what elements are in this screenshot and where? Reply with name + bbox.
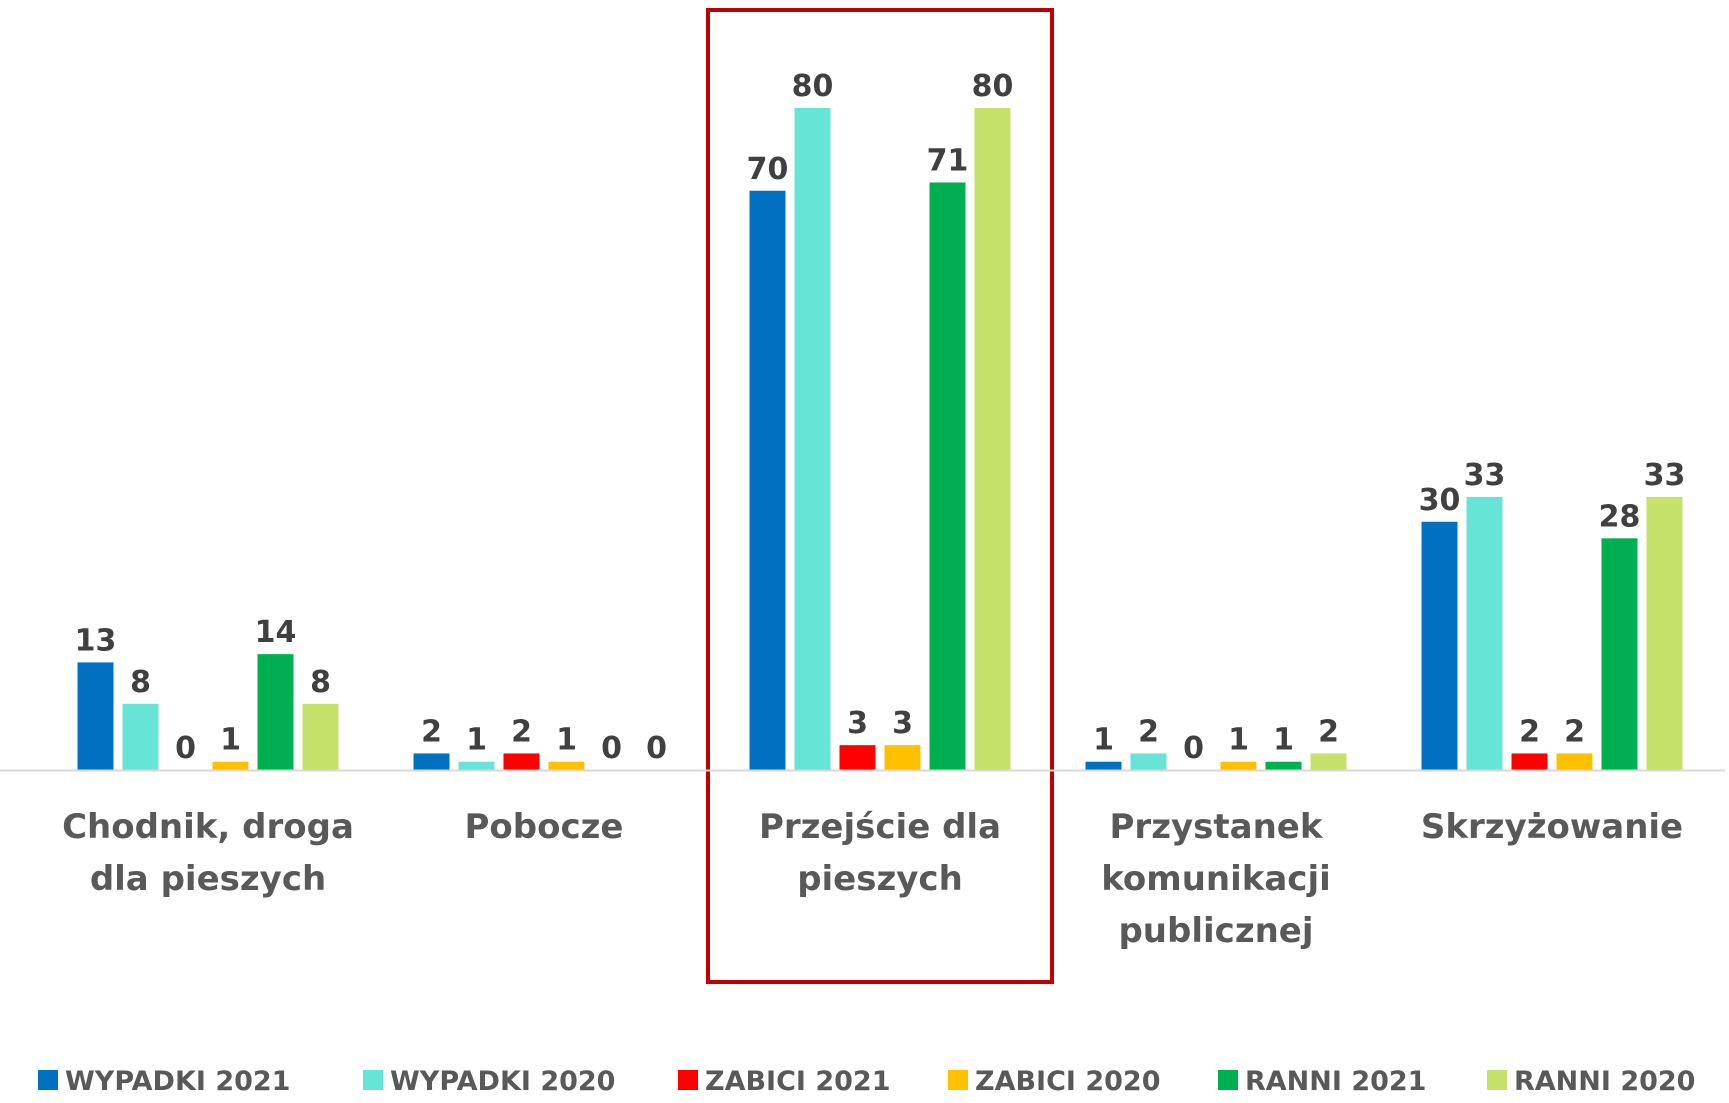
bar — [503, 753, 540, 770]
data-label: 28 — [1599, 499, 1641, 534]
bar — [413, 753, 450, 770]
legend-label: WYPADKI 2020 — [390, 1066, 615, 1097]
data-label: 0 — [1183, 731, 1204, 766]
data-label: 0 — [601, 731, 622, 766]
data-label: 13 — [75, 623, 117, 658]
bar — [1511, 753, 1548, 770]
legend-label: ZABICI 2020 — [975, 1066, 1161, 1097]
category-label: Chodnik, droga dla pieszych — [62, 807, 354, 899]
data-label: 0 — [175, 731, 196, 766]
bar — [1265, 761, 1302, 770]
data-label: 8 — [310, 665, 331, 700]
data-label: 1 — [1228, 723, 1249, 758]
bar — [548, 761, 585, 770]
data-label: 80 — [972, 69, 1014, 104]
data-label: 1 — [466, 723, 487, 758]
legend-item: ZABICI 2021 — [678, 1066, 891, 1097]
legend-swatch — [948, 1070, 968, 1090]
legend-swatch — [363, 1070, 383, 1090]
category-label: Skrzyżowanie — [1421, 807, 1683, 847]
data-label: 2 — [1519, 714, 1540, 749]
bar — [884, 745, 921, 770]
data-label: 2 — [511, 714, 532, 749]
bar — [1085, 761, 1122, 770]
data-label: 1 — [556, 723, 577, 758]
legend-label: WYPADKI 2021 — [65, 1066, 290, 1097]
data-label: 2 — [1564, 714, 1585, 749]
bar — [302, 703, 339, 770]
legend-swatch — [1218, 1070, 1238, 1090]
legend-swatch — [678, 1070, 698, 1090]
data-label: 2 — [1138, 714, 1159, 749]
category-label: Przejście dla pieszych — [759, 807, 1001, 899]
bar — [974, 108, 1011, 770]
legend-label: ZABICI 2021 — [705, 1066, 891, 1097]
data-label: 14 — [255, 615, 297, 650]
data-label: 1 — [1093, 723, 1114, 758]
bar — [839, 745, 876, 770]
data-label: 1 — [220, 723, 241, 758]
bar — [749, 190, 786, 770]
bar — [1646, 496, 1683, 770]
data-label: 2 — [421, 714, 442, 749]
bar — [458, 761, 495, 770]
category-label: Przystanek komunikacji publicznej — [1101, 807, 1331, 951]
data-label: 80 — [792, 69, 834, 104]
data-label: 0 — [646, 731, 667, 766]
data-label: 3 — [847, 706, 868, 741]
data-label: 33 — [1644, 458, 1686, 493]
legend-swatch — [38, 1070, 58, 1090]
bar — [1310, 753, 1347, 770]
category-label: Pobocze — [465, 807, 624, 847]
highlight-box — [706, 8, 1054, 984]
bar — [1421, 521, 1458, 770]
legend-item: ZABICI 2020 — [948, 1066, 1161, 1097]
legend-item: WYPADKI 2021 — [38, 1066, 290, 1097]
bar — [794, 108, 831, 770]
bar — [77, 662, 114, 770]
bar — [1601, 538, 1638, 770]
legend-item: RANNI 2021 — [1218, 1066, 1426, 1097]
legend-label: RANNI 2021 — [1245, 1066, 1426, 1097]
legend-item: RANNI 2020 — [1487, 1066, 1695, 1097]
bar — [212, 761, 249, 770]
bar — [1466, 496, 1503, 770]
bar — [929, 182, 966, 771]
data-label: 30 — [1419, 483, 1461, 518]
data-label: 33 — [1464, 458, 1506, 493]
bar — [1220, 761, 1257, 770]
legend-label: RANNI 2020 — [1514, 1066, 1695, 1097]
bar — [1130, 753, 1167, 770]
data-label: 2 — [1318, 714, 1339, 749]
bar — [1556, 753, 1593, 770]
data-label: 70 — [747, 152, 789, 187]
legend-swatch — [1487, 1070, 1507, 1090]
bar — [257, 654, 294, 770]
bar — [122, 703, 159, 770]
legend-item: WYPADKI 2020 — [363, 1066, 615, 1097]
data-label: 8 — [130, 665, 151, 700]
data-label: 71 — [927, 143, 969, 178]
data-label: 3 — [892, 706, 913, 741]
data-label: 1 — [1273, 723, 1294, 758]
